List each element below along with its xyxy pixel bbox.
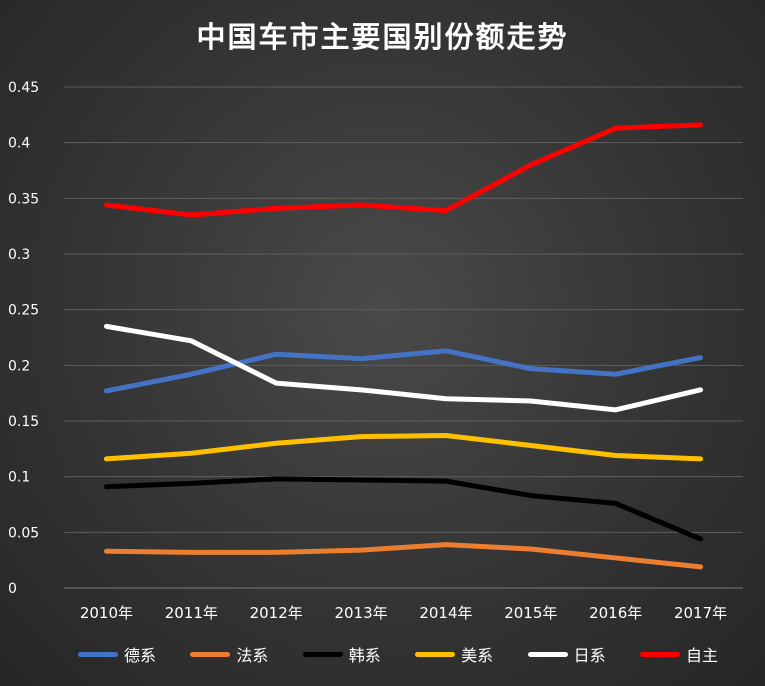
y-tick-label: 0.2 [8, 358, 30, 374]
legend-swatch-德系 [78, 651, 118, 657]
series-line-日系[interactable] [103, 323, 704, 413]
series-line-韩系[interactable] [103, 476, 704, 542]
y-tick-label: 0.15 [8, 414, 39, 430]
x-tick-label: 2012年 [250, 604, 303, 622]
chart-title: 中国车市主要国别份额走势 [196, 20, 569, 54]
gridlines [64, 86, 743, 589]
x-tick-label: 2010年 [80, 604, 133, 622]
legend-item-日系[interactable]: 日系 [527, 642, 606, 666]
x-tick-label: 2017年 [674, 604, 727, 622]
legend-label-法系: 法系 [236, 646, 269, 665]
x-tick-label: 2014年 [419, 604, 472, 622]
legend-label-德系: 德系 [124, 646, 157, 665]
legend-label-日系: 日系 [573, 646, 606, 665]
legend-swatch-法系 [190, 651, 231, 657]
series-line-德系[interactable] [103, 348, 704, 394]
legend-swatch-日系 [527, 651, 568, 657]
legend-swatch-韩系 [302, 651, 343, 657]
series-line-美系[interactable] [103, 432, 704, 462]
y-axis-ticks: 0 0.05 0.1 0.15 0.2 0.25 0.3 0.35 0.4 0.45 [8, 80, 39, 597]
series-line-自主[interactable] [103, 122, 704, 218]
legend-label-美系: 美系 [461, 646, 494, 665]
x-tick-label: 2013年 [334, 604, 387, 622]
legend: 德系 法系 韩系 美系 日系 自主 [78, 642, 718, 666]
legend-item-韩系[interactable]: 韩系 [302, 642, 381, 666]
legend-swatch-自主 [639, 651, 680, 657]
y-tick-label: 0.1 [8, 470, 30, 486]
series-lines [103, 122, 704, 570]
series-line-法系[interactable] [103, 542, 704, 570]
x-tick-label: 2011年 [165, 604, 218, 622]
y-tick-label: 0.35 [8, 191, 39, 207]
legend-item-美系[interactable]: 美系 [415, 642, 493, 666]
legend-label-韩系: 韩系 [348, 646, 381, 665]
legend-item-德系[interactable]: 德系 [78, 642, 156, 666]
x-axis-ticks: 2010年 2011年 2012年 2013年 2014年 2015年 2016年 2017年 [80, 604, 727, 622]
y-tick-label: 0.25 [8, 303, 39, 319]
x-tick-label: 2016年 [589, 604, 642, 622]
legend-item-自主[interactable]: 自主 [639, 642, 718, 666]
legend-swatch-美系 [415, 651, 456, 657]
legend-label-自主: 自主 [685, 646, 718, 665]
legend-item-法系[interactable]: 法系 [190, 642, 268, 666]
y-tick-label: 0.05 [8, 525, 39, 541]
y-tick-label: 0.45 [8, 80, 39, 96]
y-tick-label: 0 [8, 581, 17, 597]
y-tick-label: 0.3 [8, 247, 30, 263]
x-tick-label: 2015年 [504, 604, 557, 622]
y-tick-label: 0.4 [8, 136, 30, 152]
